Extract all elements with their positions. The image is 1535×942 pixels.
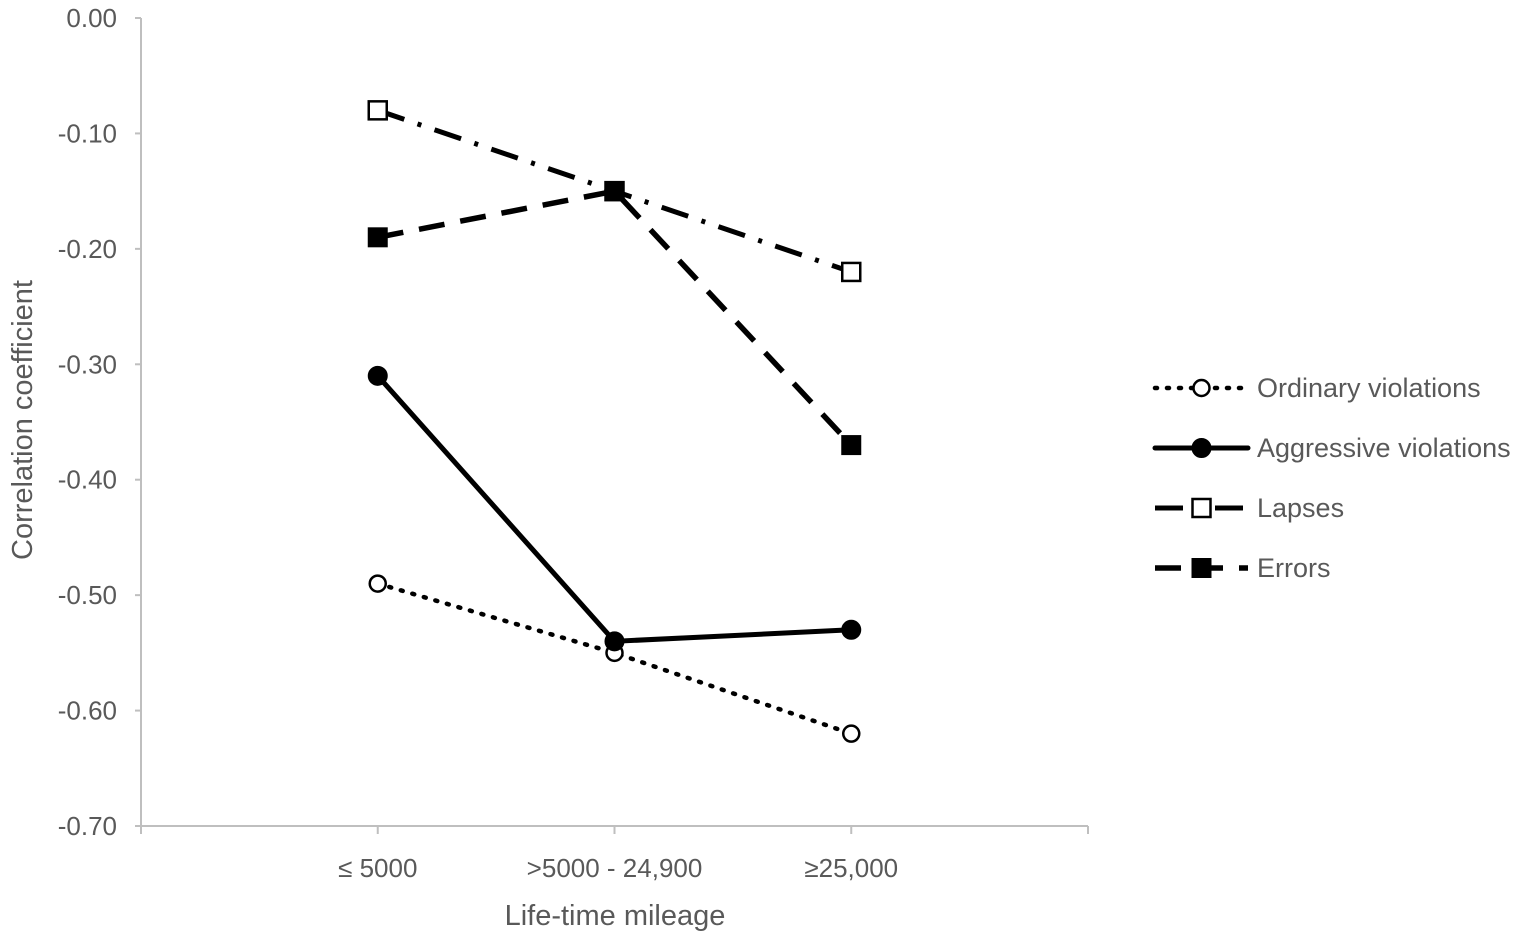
legend-marker xyxy=(1191,438,1212,458)
series-line-aggressive-violations xyxy=(375,373,854,644)
series-errors xyxy=(367,181,862,456)
data-point-errors xyxy=(604,181,625,202)
y-tick-label: -0.70 xyxy=(58,811,117,841)
y-tick-label: -0.40 xyxy=(58,465,117,495)
y-axis-ticks: 0.00 -0.10 -0.20 -0.30 -0.40 -0.50 -0.60 -0.70 xyxy=(58,3,141,841)
series-ordinary-violations xyxy=(368,574,861,743)
legend-marker xyxy=(1192,378,1211,398)
axes xyxy=(140,18,1088,827)
legend-marker xyxy=(1191,497,1212,519)
legend-label: Lapses xyxy=(1257,493,1344,523)
data-point-errors xyxy=(841,435,862,456)
x-tick-label: >5000 - 24,900 xyxy=(527,853,703,883)
y-tick-label: -0.20 xyxy=(58,234,117,264)
legend-item-ordinary-violations: Ordinary violations xyxy=(1152,373,1481,403)
series-line-ordinary-violations xyxy=(375,581,854,736)
series-aggressive-violations xyxy=(367,365,862,652)
y-tick-label: -0.50 xyxy=(58,580,117,610)
y-tick-label: -0.30 xyxy=(58,349,117,379)
y-tick-label: -0.10 xyxy=(58,118,117,148)
legend-label: Aggressive violations xyxy=(1257,433,1511,463)
x-axis-ticks: ≤ 5000 >5000 - 24,900 ≥25,000 xyxy=(140,826,1089,883)
series-line-errors xyxy=(377,188,854,447)
legend-label: Ordinary violations xyxy=(1257,373,1481,403)
x-tick-label: ≤ 5000 xyxy=(338,853,417,883)
data-point-aggressive-violations xyxy=(841,619,862,640)
x-tick-label: ≥25,000 xyxy=(804,853,898,883)
legend-item-errors: Errors xyxy=(1155,553,1331,583)
data-point-lapses xyxy=(367,100,388,121)
legend-label: Errors xyxy=(1257,553,1331,583)
legend-item-lapses: Lapses xyxy=(1155,493,1344,523)
data-point-aggressive-violations xyxy=(367,365,388,386)
y-tick-label: -0.60 xyxy=(58,696,117,726)
y-axis-title: Correlation coefficient xyxy=(7,280,39,560)
x-axis-title: Life-time mileage xyxy=(505,900,726,932)
data-point-aggressive-violations xyxy=(604,631,625,652)
legend: Ordinary violations Aggressive violations… xyxy=(1152,373,1511,583)
data-point-ordinary-violations xyxy=(368,574,387,593)
data-point-ordinary-violations xyxy=(842,724,861,743)
series-group xyxy=(367,100,862,743)
data-point-errors xyxy=(367,227,388,248)
y-tick-label: 0.00 xyxy=(66,3,117,33)
legend-marker xyxy=(1191,558,1212,578)
legend-item-aggressive-violations: Aggressive violations xyxy=(1152,433,1511,463)
data-point-lapses xyxy=(841,261,862,283)
